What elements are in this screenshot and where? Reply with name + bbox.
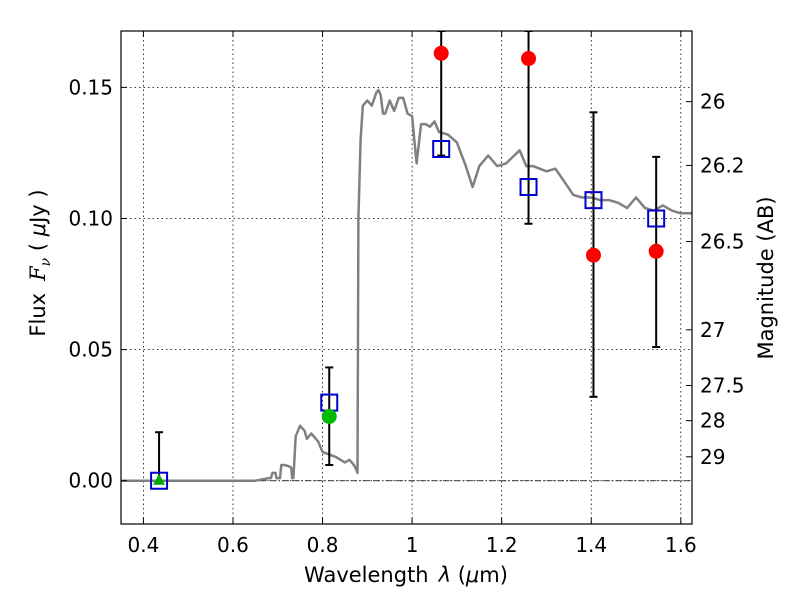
x-axis-mu: μ (465, 563, 479, 587)
model-square-point (519, 178, 538, 197)
y2-tick-label: 26 (700, 90, 725, 114)
y-tick-label: 0.15 (68, 75, 113, 99)
y-tick-label: 0.10 (68, 206, 113, 230)
y-axis-nu: ν (38, 257, 54, 266)
y-axis-open: ( (26, 236, 50, 258)
observed-circle-point (433, 45, 449, 61)
observed-circle-point (321, 408, 337, 424)
x-axis-unit: m) (479, 563, 508, 587)
observed-circle-point (521, 51, 537, 67)
model-square-point (647, 209, 666, 228)
data-marks (121, 31, 692, 490)
y-tick-label: 0.00 (68, 469, 113, 493)
y-axis-unit: Jy ) (26, 189, 50, 225)
model-spectrum-line (121, 88, 692, 482)
x-axis-lambda: λ (438, 563, 451, 587)
x-tick-label: 0.6 (217, 533, 249, 557)
x-axis-open: ( (451, 563, 466, 587)
observed-circle-point (648, 243, 664, 259)
y-axis-title: Flux Fν ( μJy ) (26, 189, 54, 336)
observed-circle-point (585, 247, 601, 263)
model-square-point (150, 471, 169, 490)
x-tick-label: 0.8 (307, 533, 339, 557)
model-square-point (432, 140, 451, 159)
y-axis-mu: μ (26, 223, 50, 237)
x-axis-title-text: Wavelength (304, 563, 429, 587)
y2-tick-label: 27 (700, 318, 725, 342)
y-tick-label: 0.05 (68, 338, 113, 362)
model-square-point (584, 191, 603, 210)
y-axis-F: F (26, 265, 50, 282)
y2-tick-label: 26.2 (700, 153, 745, 177)
ticks: 0.4 0.6 0.8 1 1.2 1.4 1.6 0.00 0.05 0.10 0.15 26 26.… (68, 31, 745, 557)
x-tick-label: 1.4 (575, 533, 607, 557)
plot-background (121, 31, 692, 524)
x-tick-label: 1 (406, 533, 419, 557)
upper-limit-triangle-point (153, 473, 166, 485)
x-tick-label: 1.2 (486, 533, 518, 557)
y2-tick-label: 28 (700, 409, 725, 433)
x-tick-label: 0.4 (127, 533, 159, 557)
x-axis-title: Wavelength λ (μm) (304, 563, 508, 587)
y2-axis-title: Magnitude (AB) (754, 196, 778, 359)
plot-frame (120, 30, 693, 525)
y-axis-title-text: Flux (26, 293, 50, 337)
y2-tick-label: 26.5 (700, 230, 745, 254)
x-tick-label: 1.6 (665, 533, 697, 557)
grid (121, 31, 692, 524)
y2-tick-label: 29 (700, 445, 725, 469)
y2-tick-label: 27.5 (700, 374, 745, 398)
